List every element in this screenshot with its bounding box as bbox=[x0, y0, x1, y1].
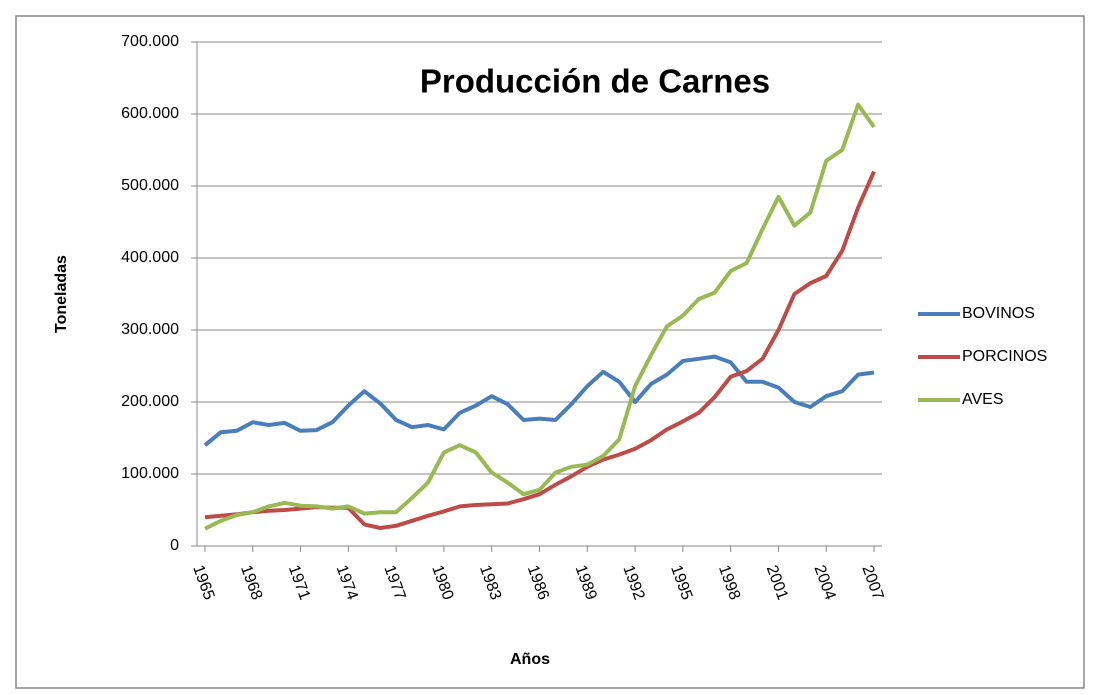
y-tick-label: 600.000 bbox=[121, 105, 179, 122]
y-tick-label: 400.000 bbox=[121, 249, 179, 266]
series-line bbox=[204, 102, 876, 531]
y-tick-label: 500.000 bbox=[121, 177, 179, 194]
legend-label: BOVINOS bbox=[962, 305, 1035, 322]
series-line bbox=[203, 354, 875, 447]
legend-label: PORCINOS bbox=[962, 348, 1047, 365]
chart-frame bbox=[15, 15, 1085, 689]
chart-title: Producción de Carnes bbox=[420, 63, 770, 100]
x-axis-title: Años bbox=[510, 651, 550, 668]
y-tick-label: 700.000 bbox=[121, 33, 179, 50]
y-tick-label: 300.000 bbox=[121, 321, 179, 338]
y-tick-label: 200.000 bbox=[121, 393, 179, 410]
y-tick-label: 0 bbox=[170, 537, 179, 554]
y-axis-title: Toneladas bbox=[53, 255, 70, 333]
y-tick-label: 100.000 bbox=[121, 465, 179, 482]
legend-label: AVES bbox=[962, 391, 1004, 408]
